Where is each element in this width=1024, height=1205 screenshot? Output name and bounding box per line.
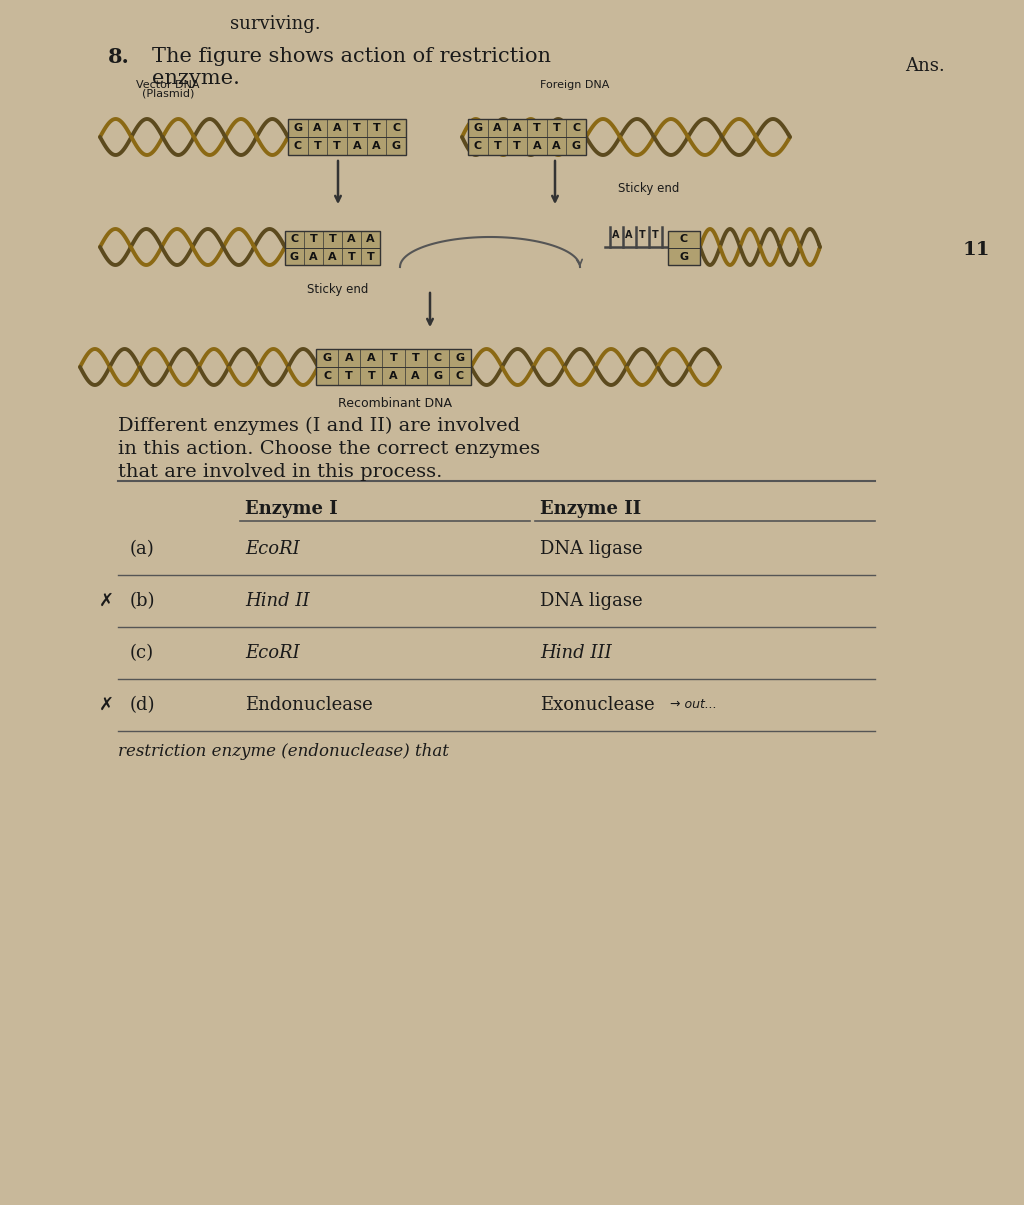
Text: 8.: 8. [108,47,130,67]
Text: surviving.: surviving. [230,14,321,33]
Text: A: A [367,235,375,245]
Text: A: A [412,371,420,381]
Text: ✗: ✗ [98,592,114,610]
Text: T: T [367,252,375,261]
Text: T: T [329,235,336,245]
FancyBboxPatch shape [288,119,406,155]
Text: A: A [552,141,561,151]
Text: EcoRI: EcoRI [245,643,300,662]
Text: C: C [572,123,581,133]
Text: G: G [323,353,332,363]
Text: DNA ligase: DNA ligase [540,592,643,610]
FancyBboxPatch shape [468,119,586,155]
Text: G: G [571,141,581,151]
Text: T: T [333,141,341,151]
Text: 11: 11 [963,241,990,259]
Text: Ans.: Ans. [905,57,945,75]
Text: A: A [532,141,541,151]
Text: C: C [456,371,464,381]
FancyBboxPatch shape [285,231,380,265]
Text: T: T [345,371,353,381]
Text: G: G [473,123,482,133]
Text: in this action. Choose the correct enzymes: in this action. Choose the correct enzym… [118,440,540,458]
FancyBboxPatch shape [668,231,700,265]
Text: A: A [612,230,620,240]
Text: T: T [532,123,541,133]
Text: A: A [309,252,317,261]
Text: T: T [389,353,397,363]
Text: Different enzymes (I and II) are involved: Different enzymes (I and II) are involve… [118,417,520,435]
Text: Hind II: Hind II [245,592,309,610]
Text: A: A [513,123,521,133]
Text: A: A [494,123,502,133]
Text: T: T [309,235,317,245]
Text: T: T [373,123,380,133]
Text: T: T [651,230,658,240]
Text: Sticky end: Sticky end [307,283,369,296]
Text: C: C [680,235,688,245]
Text: A: A [345,353,353,363]
Text: (a): (a) [130,540,155,558]
Text: C: C [434,353,441,363]
Text: C: C [474,141,482,151]
Text: G: G [290,252,299,261]
Text: A: A [389,371,397,381]
Text: restriction enzyme (endonuclease) that: restriction enzyme (endonuclease) that [118,743,449,760]
Text: G: G [391,141,400,151]
Text: DNA ligase: DNA ligase [540,540,643,558]
Text: Endonuclease: Endonuclease [245,696,373,715]
Text: Hind III: Hind III [540,643,611,662]
Text: T: T [353,123,360,133]
Text: Vector DNA: Vector DNA [136,80,200,90]
Text: (Plasmid): (Plasmid) [141,88,195,98]
Text: T: T [513,141,521,151]
Text: G: G [680,252,688,261]
FancyBboxPatch shape [316,349,471,386]
Text: Sticky end: Sticky end [618,182,679,195]
Text: G: G [456,353,465,363]
Text: (d): (d) [130,696,156,715]
Text: A: A [372,141,381,151]
Text: C: C [392,123,400,133]
Text: ✗: ✗ [98,696,114,715]
Text: A: A [367,353,376,363]
Text: A: A [347,235,355,245]
Text: EcoRI: EcoRI [245,540,300,558]
Text: G: G [293,123,302,133]
Text: A: A [333,123,341,133]
Text: Enzyme II: Enzyme II [540,500,641,518]
Text: T: T [494,141,502,151]
Text: (c): (c) [130,643,155,662]
Text: Recombinant DNA: Recombinant DNA [338,396,452,410]
Text: A: A [313,123,322,133]
Text: T: T [313,141,322,151]
Text: T: T [347,252,355,261]
Text: T: T [553,123,560,133]
Text: Enzyme I: Enzyme I [245,500,338,518]
Text: A: A [328,252,337,261]
Text: T: T [412,353,420,363]
Text: C: C [323,371,331,381]
Text: C: C [291,235,299,245]
Text: Exonuclease: Exonuclease [540,696,654,715]
Text: T: T [639,230,645,240]
Text: T: T [368,371,375,381]
Text: → out...: → out... [670,699,717,711]
Text: that are involved in this process.: that are involved in this process. [118,463,442,481]
Text: enzyme.: enzyme. [152,69,240,88]
Text: C: C [294,141,302,151]
Text: Foreign DNA: Foreign DNA [541,80,609,90]
Text: A: A [626,230,633,240]
Text: G: G [433,371,442,381]
Text: A: A [352,141,361,151]
Text: (b): (b) [130,592,156,610]
Text: The figure shows action of restriction: The figure shows action of restriction [152,47,551,66]
